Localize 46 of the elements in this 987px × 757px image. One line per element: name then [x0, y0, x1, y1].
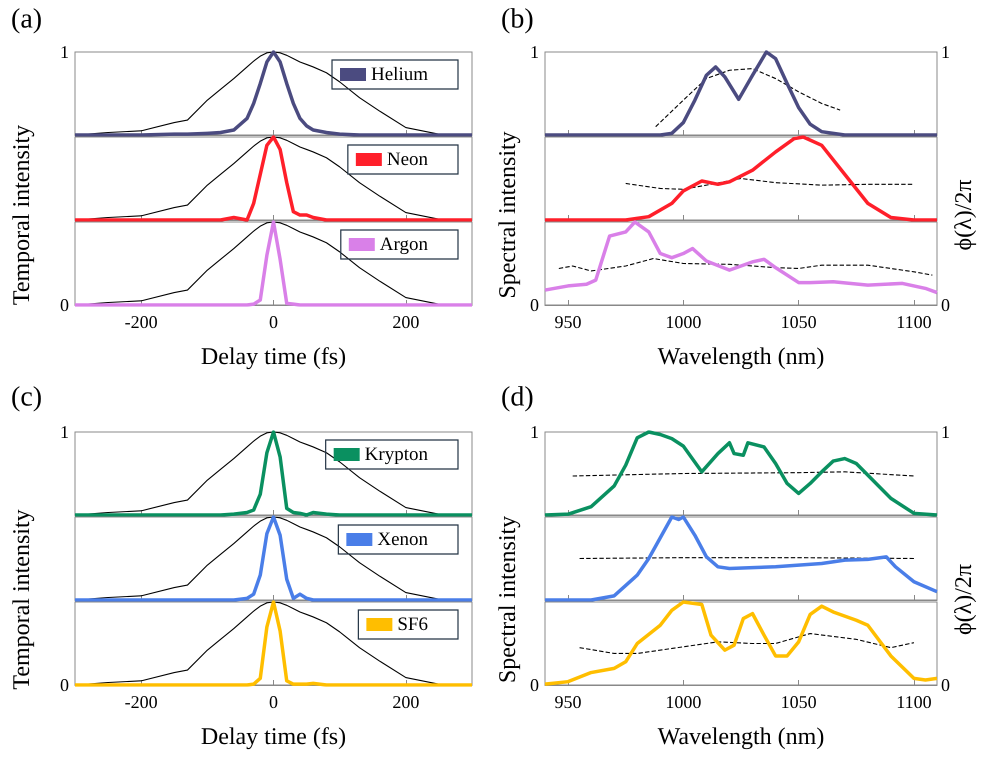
text: 1: [941, 42, 950, 62]
x-tick-label: -200: [124, 692, 158, 712]
text: 0: [941, 675, 950, 695]
text: 0: [941, 295, 950, 315]
text: 1: [530, 422, 539, 442]
text: 1: [530, 42, 539, 62]
x-tick-label: 1100: [896, 312, 932, 332]
y2-axis-title: ϕ(λ)/2π: [951, 564, 977, 636]
text: 0: [60, 295, 69, 315]
text: 0: [530, 675, 539, 695]
legend-label: Xenon: [377, 529, 428, 550]
x-tick-label: 0: [269, 312, 278, 332]
text: 0: [530, 295, 539, 315]
x-tick-label: 200: [392, 692, 420, 712]
chart-title: (a): [11, 4, 42, 34]
x-axis-title: Wavelength (nm): [658, 724, 824, 750]
x-tick-label: 1000: [665, 312, 702, 332]
x-tick-label: 200: [392, 312, 420, 332]
text: 1: [60, 42, 69, 62]
chart-title: (d): [501, 382, 534, 412]
text: 1: [60, 422, 69, 442]
x-tick-label: -200: [124, 312, 158, 332]
chart-title: (b): [501, 4, 534, 34]
legend-label: Helium: [371, 64, 428, 85]
y-axis-title: Spectral intensity: [495, 516, 521, 684]
y-axis-title: Temporal intensity: [9, 509, 35, 690]
x-tick-label: 0: [269, 692, 278, 712]
x-tick-label: 950: [554, 692, 582, 712]
x-tick-label: 950: [554, 312, 582, 332]
y-axis-title: Temporal intensity: [9, 124, 35, 306]
x-axis-title: Delay time (fs): [200, 724, 346, 750]
y2-axis-title: ϕ(λ)/2π: [951, 179, 977, 251]
legend-label: Krypton: [364, 444, 428, 465]
x-tick-label: 1050: [780, 692, 817, 712]
legend-label: Argon: [380, 234, 428, 255]
x-tick-label: 1000: [665, 692, 702, 712]
x-axis-title: Wavelength (nm): [658, 344, 824, 370]
text: 1: [941, 422, 950, 442]
legend-label: Neon: [386, 149, 428, 170]
x-tick-label: 1050: [780, 312, 817, 332]
x-tick-label: 1100: [896, 692, 932, 712]
chart-title: (c): [11, 382, 42, 412]
legend-label: SF6: [397, 614, 428, 635]
y-axis-title: Spectral intensity: [495, 131, 521, 299]
x-axis-title: Delay time (fs): [200, 344, 346, 370]
text: 0: [60, 675, 69, 695]
